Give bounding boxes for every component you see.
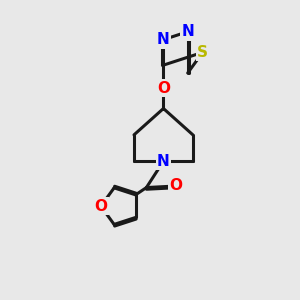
- Text: N: N: [157, 32, 170, 47]
- Text: N: N: [181, 24, 194, 39]
- Text: N: N: [157, 154, 170, 169]
- Text: O: O: [169, 178, 182, 194]
- Text: O: O: [157, 81, 170, 96]
- Text: S: S: [197, 45, 208, 60]
- Text: O: O: [94, 199, 107, 214]
